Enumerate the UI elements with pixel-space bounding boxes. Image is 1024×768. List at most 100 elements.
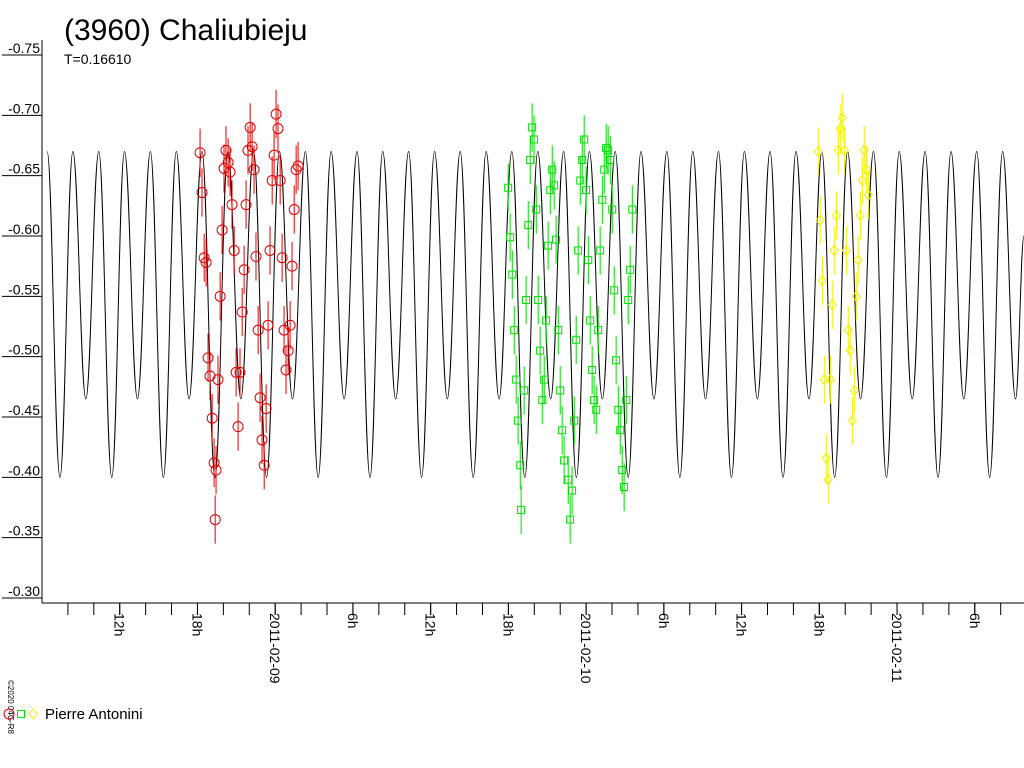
data-point: [230, 366, 242, 378]
legend-symbol: [3, 708, 15, 720]
data-point: [863, 189, 873, 201]
data-point: [572, 335, 581, 344]
data-point: [843, 324, 853, 336]
data-point: [620, 482, 629, 491]
data-point: [534, 295, 543, 304]
data-point: [550, 181, 559, 190]
y-tick-label: -0.30: [8, 583, 40, 599]
x-tick-label: 18h: [500, 613, 516, 636]
y-tick-label: -0.35: [8, 523, 40, 539]
x-tick-label: 12h: [734, 613, 750, 636]
x-tick-label: 2011-02-10: [578, 613, 594, 684]
y-tick-label: -0.50: [8, 342, 40, 358]
data-point: [566, 515, 575, 524]
data-point: [839, 144, 849, 157]
credit: ©2020 04G-R8: [6, 680, 15, 734]
data-point: [228, 244, 240, 256]
data-point: [588, 365, 597, 374]
data-point: [520, 386, 529, 395]
data-point: [568, 486, 577, 495]
data-point: [851, 290, 861, 303]
data-point: [238, 264, 250, 276]
data-point: [256, 434, 268, 446]
data-point: [248, 164, 260, 176]
data-point: [266, 174, 278, 186]
data-point: [530, 135, 539, 144]
data-point: [224, 166, 236, 178]
data-point: [622, 396, 631, 405]
data-point: [276, 252, 288, 264]
data-point: [264, 244, 276, 256]
data-point: [855, 209, 865, 222]
y-tick-label: -0.60: [8, 221, 40, 237]
data-point: [284, 319, 296, 331]
data-point: [536, 346, 545, 355]
data-point: [210, 464, 222, 476]
data-point: [252, 324, 264, 336]
data-point: [849, 384, 859, 397]
x-tick-label: 18h: [189, 613, 205, 636]
data-point: [522, 295, 531, 304]
data-point: [236, 306, 248, 318]
data-point: [829, 244, 839, 257]
data-point: [208, 457, 220, 469]
data-point: [582, 186, 591, 195]
data-point: [586, 316, 595, 325]
y-tick-label: -0.65: [8, 161, 40, 177]
y-tick-label: -0.70: [8, 100, 40, 116]
data-point: [260, 403, 272, 415]
data-point: [578, 155, 587, 164]
data-point: [624, 295, 633, 304]
data-point: [556, 386, 565, 395]
x-tick-label: 18h: [811, 613, 827, 636]
data-point: [857, 174, 867, 187]
legend-symbol: [28, 708, 38, 720]
data-point: [847, 414, 857, 427]
data-point: [226, 199, 238, 211]
data-point: [538, 396, 547, 405]
data-point: [845, 344, 855, 357]
data-point: [516, 461, 525, 470]
data-point: [544, 241, 553, 250]
data-point: [861, 163, 872, 176]
data-point: [837, 111, 847, 124]
data-point: [594, 326, 603, 335]
data-point: [202, 352, 214, 364]
data-point: [823, 473, 833, 486]
data-point: [234, 366, 246, 378]
data-point: [258, 459, 270, 471]
data-point: [817, 274, 827, 287]
data-point: [835, 122, 845, 135]
data-point: [813, 145, 823, 158]
data-point: [272, 123, 284, 135]
data-point: [250, 251, 262, 263]
data-point: [514, 416, 523, 425]
x-tick-label: 12h: [112, 613, 128, 636]
data-point: [218, 162, 230, 174]
data-point: [244, 121, 256, 133]
data-point: [286, 260, 298, 272]
data-point: [194, 147, 206, 159]
data-point: [628, 205, 637, 214]
data-point: [626, 265, 635, 274]
data-point: [815, 214, 825, 227]
data-point: [216, 224, 228, 236]
data-point: [616, 426, 625, 435]
data-point: [209, 514, 221, 526]
data-point: [552, 235, 561, 244]
data-point: [548, 165, 557, 174]
data-point: [524, 221, 533, 230]
data-point: [584, 256, 593, 265]
data-point: [580, 135, 589, 144]
data-point: [528, 123, 537, 132]
data-point: [554, 326, 563, 335]
data-point: [596, 246, 605, 255]
chart-title: (3960) Chaliubieju: [64, 14, 308, 47]
data-point: [242, 144, 254, 156]
data-point: [220, 144, 232, 156]
data-point: [274, 174, 286, 186]
y-tick-label: -0.55: [8, 281, 40, 297]
model-curve: [46, 151, 1024, 478]
data-point: [517, 505, 526, 514]
